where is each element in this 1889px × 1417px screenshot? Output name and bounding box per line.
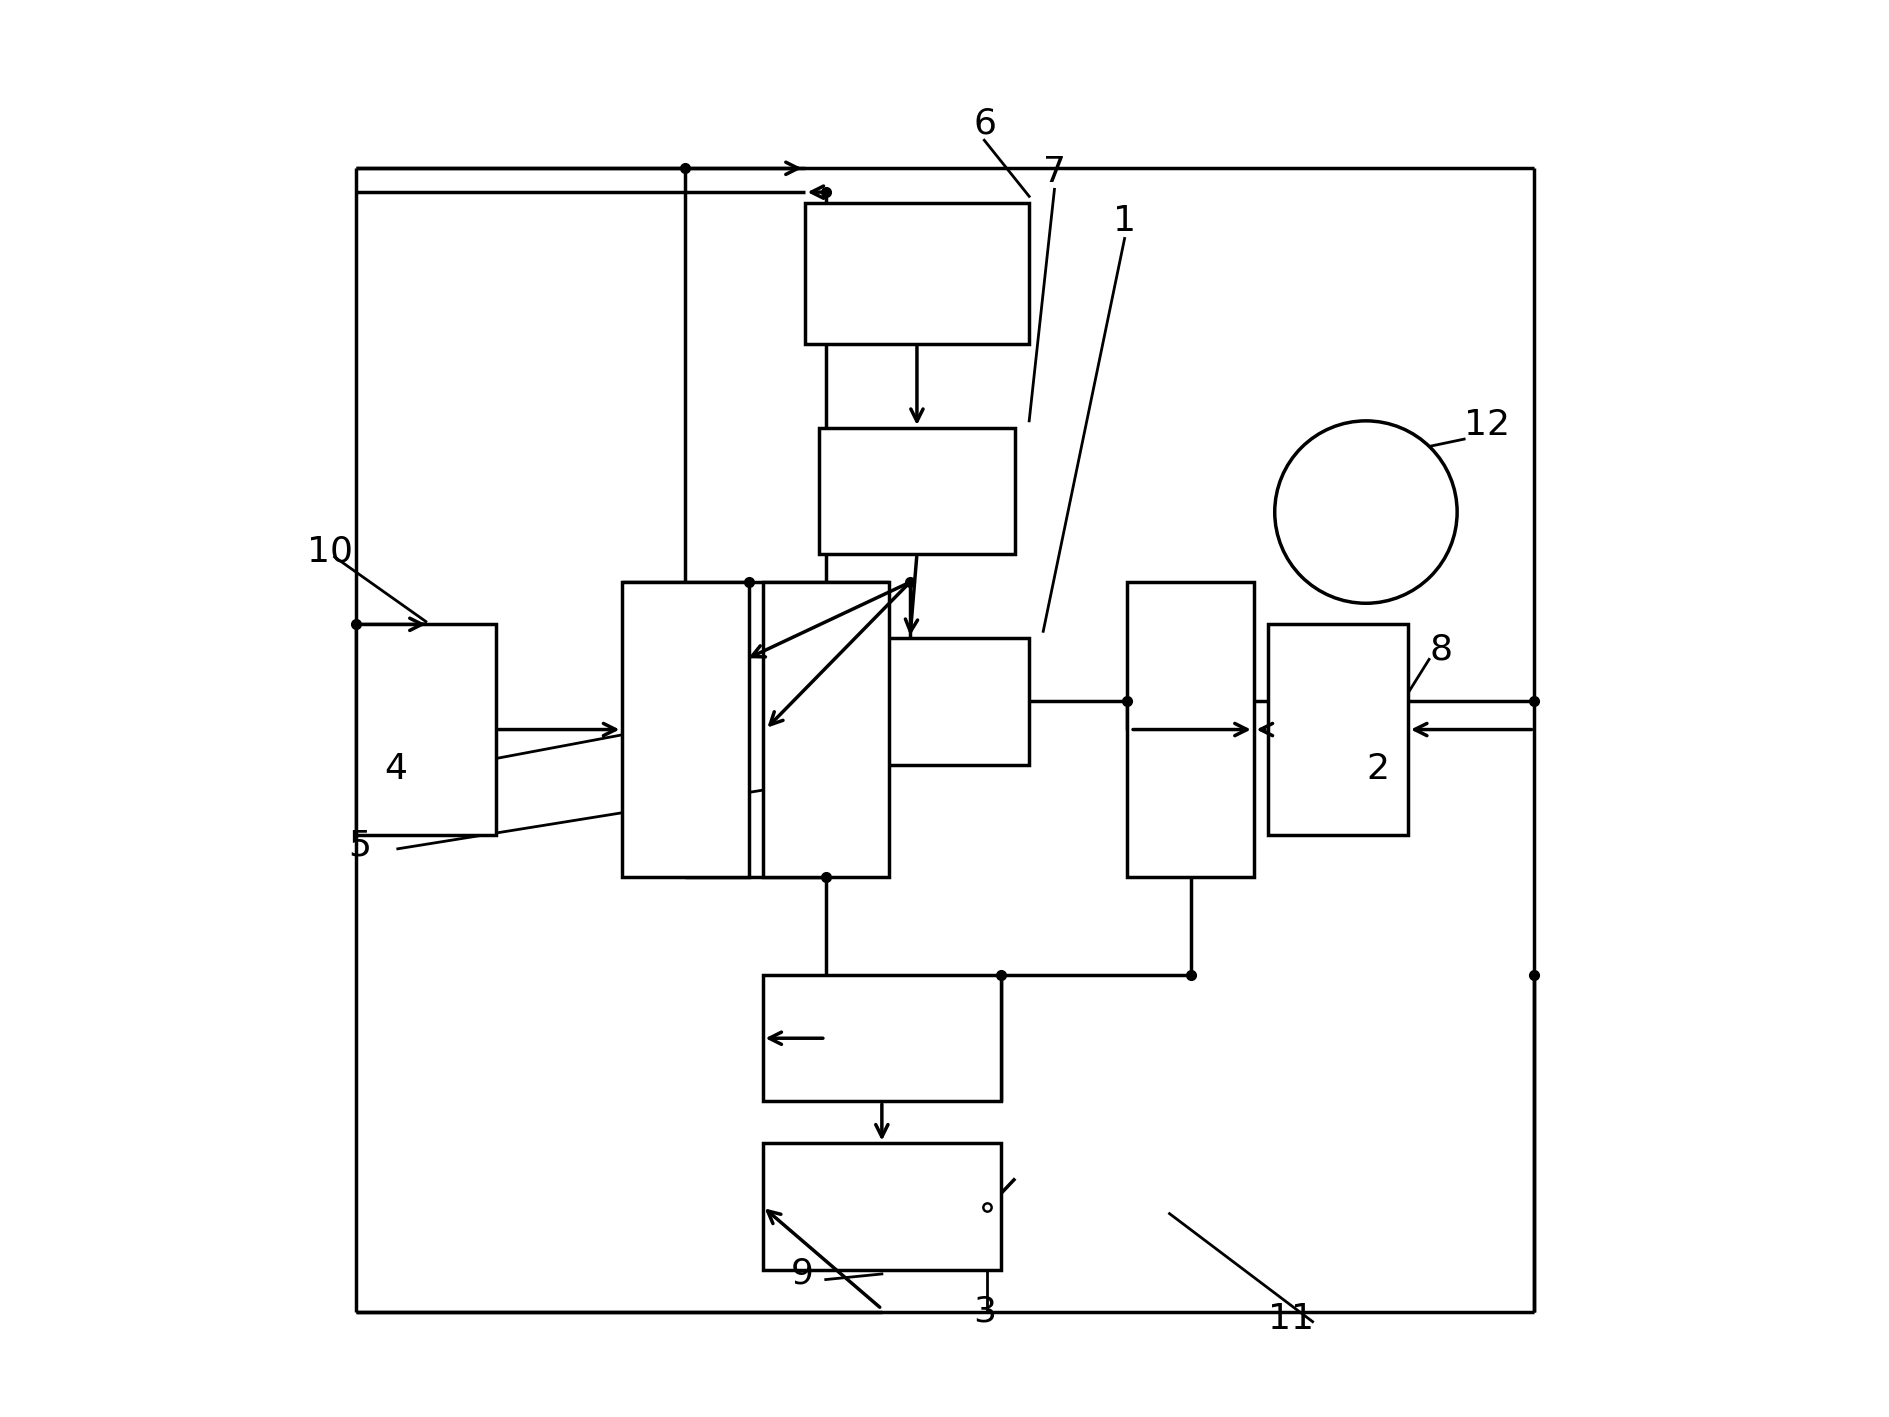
Bar — [1128, 582, 1252, 877]
Text: 1: 1 — [1113, 204, 1135, 238]
Bar — [621, 582, 748, 877]
Bar — [1268, 625, 1407, 835]
Bar — [355, 625, 495, 835]
Bar — [761, 975, 1001, 1101]
Text: 2: 2 — [1366, 751, 1388, 785]
Text: 3: 3 — [973, 1295, 996, 1329]
Text: 4: 4 — [383, 751, 406, 785]
Text: 5: 5 — [348, 829, 372, 863]
Text: 8: 8 — [1428, 632, 1451, 666]
Text: 12: 12 — [1464, 408, 1509, 442]
Text: 10: 10 — [306, 534, 353, 568]
Circle shape — [1273, 421, 1456, 604]
Text: 11: 11 — [1268, 1302, 1313, 1336]
Bar — [761, 1144, 1001, 1270]
Text: 7: 7 — [1043, 156, 1065, 190]
Bar — [818, 428, 1014, 554]
Bar — [790, 638, 1030, 765]
Text: 9: 9 — [790, 1257, 812, 1291]
Bar — [761, 582, 888, 877]
Bar — [805, 204, 1030, 344]
Text: 6: 6 — [973, 106, 996, 140]
